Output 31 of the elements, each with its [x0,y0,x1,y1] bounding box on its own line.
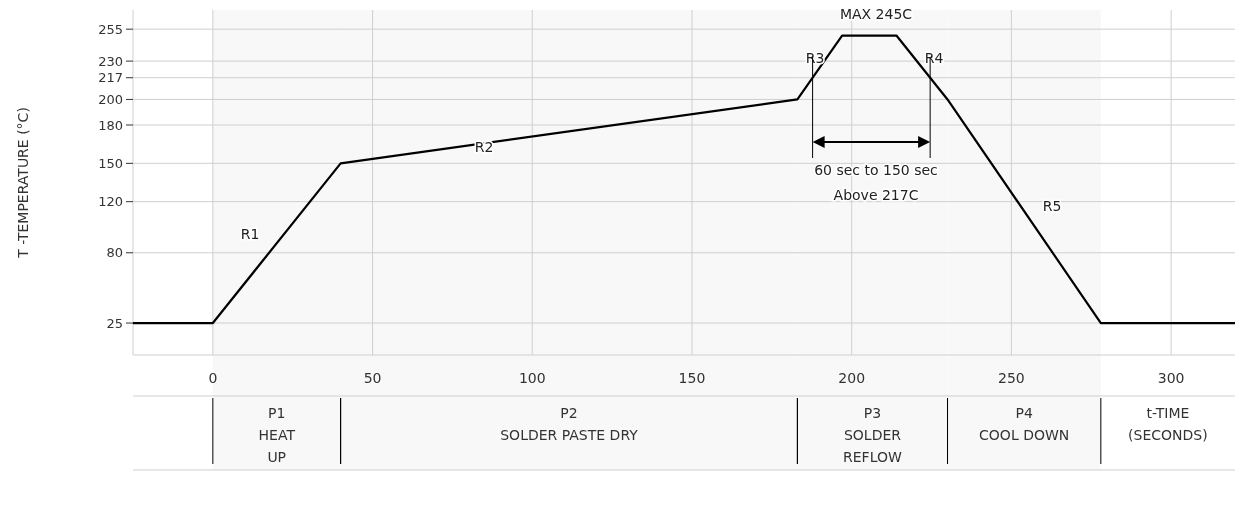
y-tick-label: 80 [106,245,123,261]
y-tick-label: 200 [98,91,123,107]
x-tick-label: 300 [1157,370,1185,386]
x-tick-label: 50 [363,370,382,386]
y-tick-label: 150 [98,155,123,171]
y-tick-label: 255 [98,21,123,37]
x-tick-label: 150 [678,370,706,386]
band-label: P3 SOLDER REFLOW [843,405,903,465]
y-tick-label: 180 [98,117,123,133]
y-tick-label: 25 [106,315,123,331]
x-tick-label: 250 [998,370,1025,386]
annotation: R2 [474,138,494,155]
annotation: R3 [805,49,825,66]
annotation: 60 sec to 150 sec [814,161,938,178]
band-label: P1 HEAT UP [258,405,296,465]
y-tick-label: 120 [98,194,123,210]
x-tick-label: 100 [518,370,546,386]
y-tick-label: 217 [98,70,123,86]
x-tick-label: 200 [838,370,866,386]
band-label: P2 SOLDER PASTE DRY [500,405,639,443]
x-tick-label: 0 [208,370,218,386]
annotation: R1 [240,225,260,242]
line-series [131,34,1237,325]
annotation: R4 [924,49,944,66]
band-label: P4 COOL DOWN [979,405,1070,443]
y-tick-label: 230 [98,53,123,69]
y-axis-title: T -TEMPERATURE (°C) [15,107,31,259]
annotation: MAX 245C [839,5,913,22]
x-axis-title: t-TIME (SECONDS) [1128,405,1208,443]
annotation: R5 [1042,197,1062,214]
annotation: Above 217C [833,186,919,203]
